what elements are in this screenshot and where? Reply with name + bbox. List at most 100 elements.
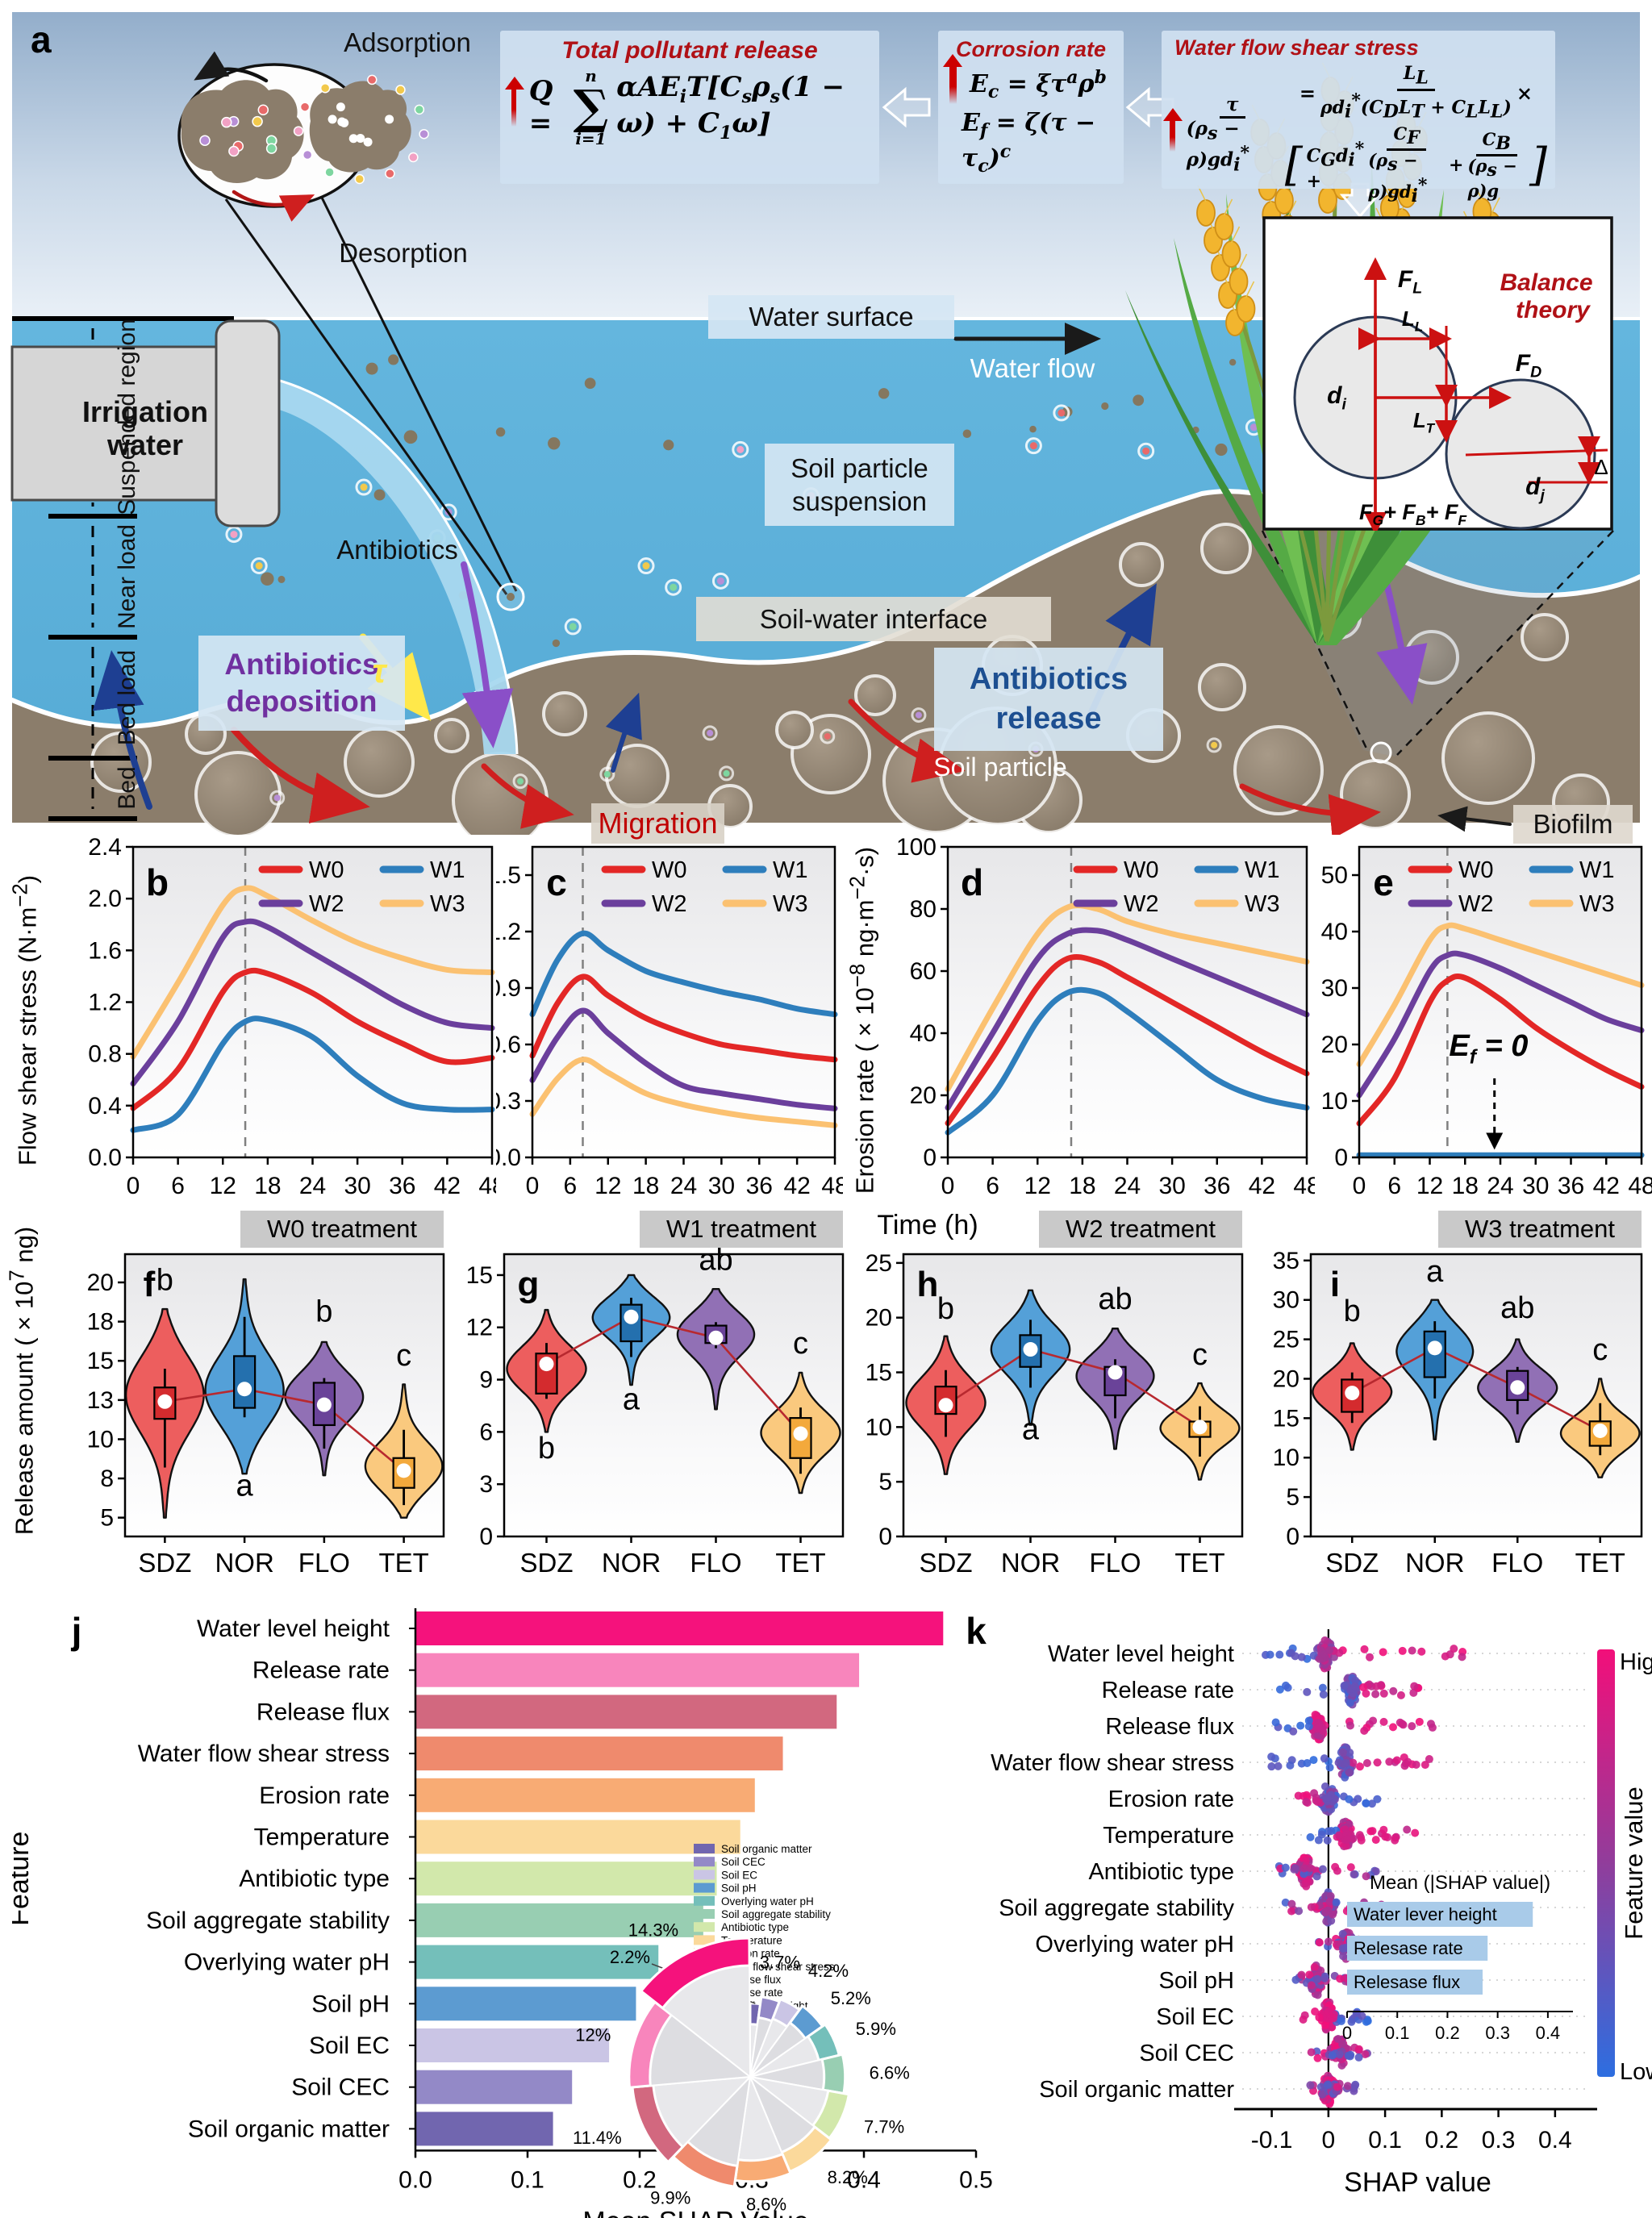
panel-letter-b: b	[146, 861, 169, 903]
category-label-TET: TET	[378, 1548, 428, 1578]
x-tick-label: 24	[670, 1173, 697, 1199]
x-tick-label: 36	[746, 1173, 773, 1199]
plot-border	[123, 1253, 445, 1538]
flow-arrow	[232, 190, 315, 222]
feature-label: Water flow shear stress	[138, 1741, 390, 1767]
shap-dot	[1329, 2010, 1338, 2019]
shap-dot	[1318, 2090, 1327, 2099]
increase-arrow-icon	[943, 54, 962, 104]
rice-awn	[1230, 226, 1241, 244]
median-dot-NOR	[624, 1309, 639, 1324]
x-tick-label: 18	[254, 1173, 281, 1199]
shap-dot	[1291, 1863, 1299, 1872]
shap-dot	[1361, 2049, 1370, 2058]
shap-dot	[1392, 1756, 1401, 1765]
shap-dot	[1458, 1653, 1466, 1661]
feature-label: Soil CEC	[1139, 2041, 1234, 2066]
biofilm-dot	[707, 729, 714, 736]
pipe-flange	[215, 319, 281, 527]
biofilm-dot	[273, 794, 281, 802]
biofilm-dot	[1211, 741, 1218, 748]
x-tick-label: 6	[986, 1173, 999, 1199]
pie-band-6.6%	[820, 2053, 847, 2095]
shap-dot	[1450, 1645, 1458, 1653]
shap-dot	[1408, 1646, 1416, 1655]
shap-dot	[1368, 1827, 1377, 1836]
x-tick-label: 0.5	[959, 2166, 993, 2193]
y-tick-label: 80	[910, 896, 937, 923]
shap-dot	[1320, 1650, 1329, 1659]
colorbar-low-label: Low	[1620, 2059, 1652, 2085]
shap-dot	[1372, 1682, 1381, 1691]
series-W1	[945, 986, 1310, 1136]
soil-particle	[775, 711, 814, 749]
shap-dot	[1266, 1650, 1274, 1659]
y-tick-label: 12	[466, 1315, 493, 1341]
shap-dot	[1350, 1870, 1358, 1878]
shap-dot	[1338, 1944, 1347, 1953]
x-tick-label: 48	[821, 1173, 843, 1199]
shap-dot	[1325, 1646, 1334, 1655]
adsorbed-dot	[265, 143, 277, 154]
shap-dot	[1291, 1652, 1299, 1661]
shap-dot	[1299, 2015, 1308, 2024]
shap-dot	[1343, 2082, 1352, 2091]
soil-particle	[1340, 759, 1411, 830]
colorbar-high-label: High	[1620, 1649, 1652, 1675]
violin-w1-treatment: b SDZ a NOR ab FLO c TET 0 3 6 9 12 15 W1 treatment g	[466, 1211, 845, 1578]
treatment-title: W0 treatment	[267, 1215, 417, 1243]
panel-letter-d: d	[961, 861, 983, 903]
shap-dot	[1315, 1938, 1324, 1947]
bar-Water-level-height	[416, 1611, 944, 1645]
shap-dot	[1412, 1760, 1420, 1769]
zone-bed-load: Bed load	[114, 649, 140, 746]
water-flow-label: Water flow	[970, 353, 1095, 383]
soil-particle	[194, 751, 282, 835]
pore-dot	[336, 102, 345, 112]
shap-dot	[1362, 1758, 1371, 1767]
category-label-NOR: NOR	[215, 1548, 273, 1578]
feature-label: Temperature	[254, 1824, 390, 1851]
shap-dot	[1310, 1789, 1319, 1798]
shap-dot	[1281, 1898, 1290, 1907]
series-W2	[130, 918, 495, 1087]
y-tick-label: 10	[1273, 1445, 1299, 1471]
shap-dot	[1271, 1718, 1280, 1727]
x-tick-label: 0.0	[398, 2166, 432, 2193]
legend-label-W0: W0	[652, 857, 687, 883]
category-label-FLO: FLO	[690, 1548, 741, 1578]
feature-label: Antibiotic type	[1088, 1859, 1234, 1885]
category-label-FLO: FLO	[298, 1548, 350, 1578]
x-tick-label: 36	[1558, 1173, 1584, 1199]
y-tick-label: 6	[479, 1419, 493, 1445]
pore-dot	[363, 137, 373, 147]
plot-background	[133, 847, 492, 1157]
shap-dot	[1275, 1685, 1284, 1694]
y-tick-label: 8	[100, 1465, 114, 1492]
times: ×	[1516, 81, 1533, 105]
legend-swatch	[694, 1844, 715, 1853]
biofilm-dot-halo	[719, 765, 735, 782]
x-tick-label: 0.2	[1425, 2127, 1458, 2153]
treatment-badge	[1039, 1211, 1242, 1248]
shap-dot	[1362, 1689, 1370, 1698]
shap-dot	[1324, 1937, 1333, 1946]
flow-arrow	[605, 692, 642, 773]
lbracket: [	[1284, 139, 1303, 192]
sig-letter-TET: c	[1592, 1333, 1608, 1367]
balance-title: theory	[1516, 297, 1591, 323]
inset-bar	[1347, 1970, 1483, 1995]
panel-letter-c: c	[546, 861, 567, 903]
antibiotic-dot	[1029, 442, 1037, 450]
soil-particle	[1198, 663, 1246, 711]
shap-dot	[1351, 1676, 1360, 1685]
y-tick-label: 20	[1273, 1365, 1299, 1392]
inset-tick-label: 0	[1342, 2023, 1352, 2043]
median-connector-line	[545, 1315, 802, 1435]
x-tick-label: 12	[210, 1173, 236, 1199]
magnifier-cone	[224, 195, 518, 595]
free-antibiotic-dot	[299, 102, 311, 112]
shap-dot	[1350, 2082, 1359, 2091]
shap-dot	[1306, 1832, 1315, 1841]
